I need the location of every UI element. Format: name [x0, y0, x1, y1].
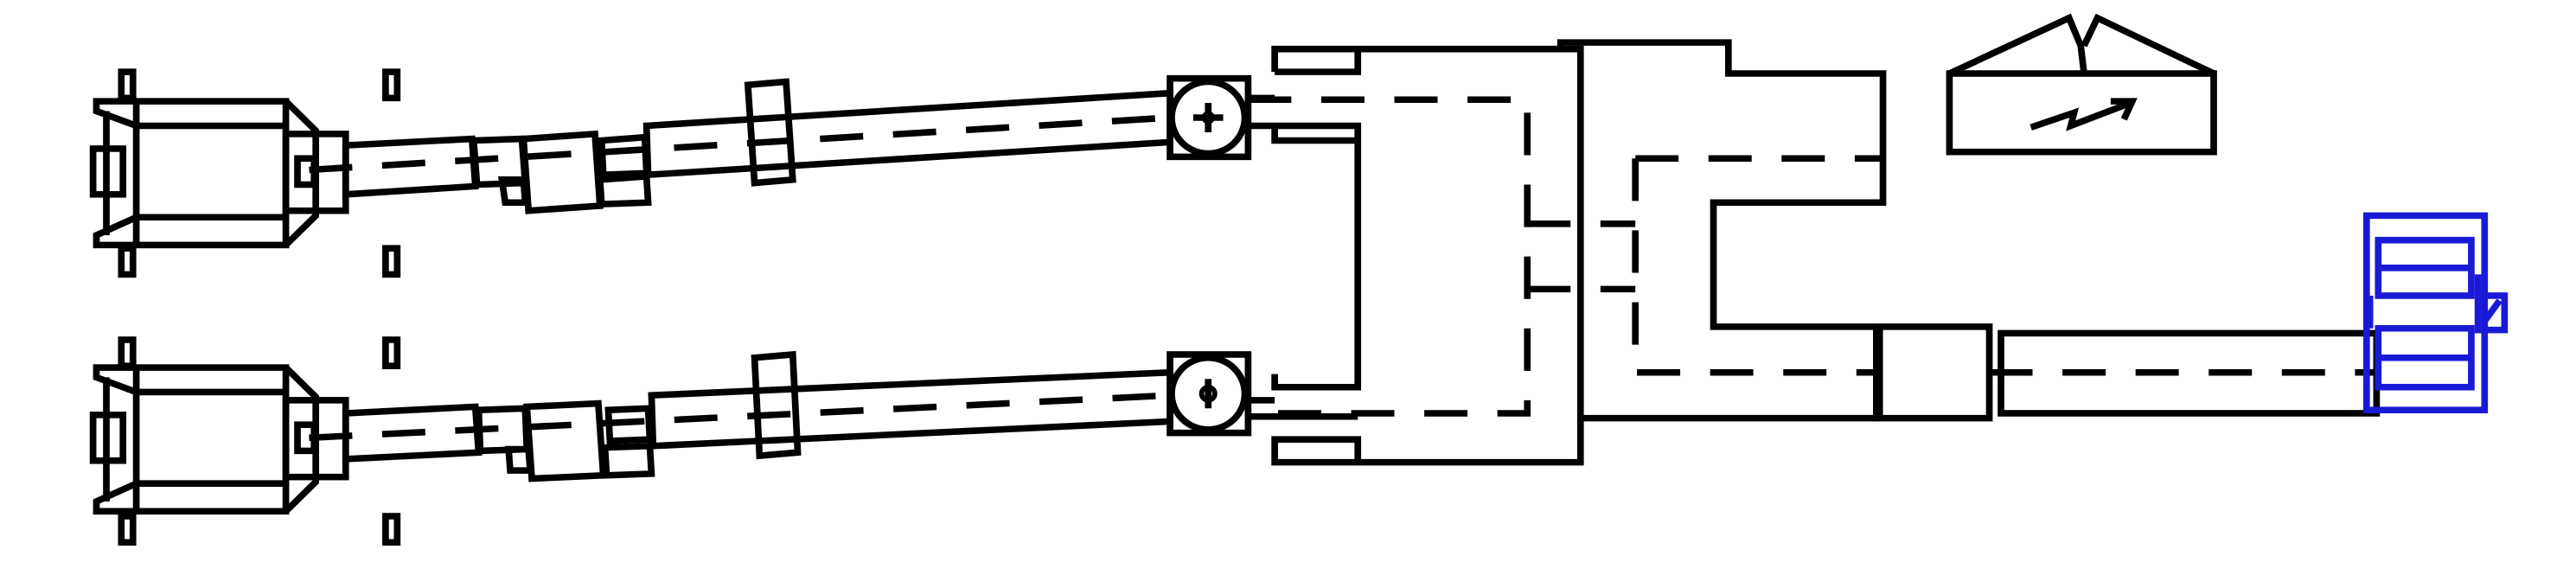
lower-mounting-feet [118, 336, 401, 546]
circle-phi-icon [1199, 384, 1218, 403]
manifold-frame [1248, 45, 1636, 466]
lower-pump [1167, 351, 1252, 437]
highlighted-gear-component [2362, 212, 2509, 413]
lower-drive-train [89, 336, 1252, 546]
upper-drive-train [89, 68, 1252, 278]
circle-cross-icon [1201, 111, 1215, 125]
lightning-arrow-icon [2029, 98, 2138, 131]
lower-motor [89, 364, 349, 515]
upper-mounting-feet [118, 68, 401, 278]
upper-motor [89, 98, 349, 249]
electrical-control-box [1946, 13, 2217, 156]
stepped-block [1556, 39, 1887, 422]
upper-coupling [1167, 74, 1252, 161]
output-shaft [1873, 323, 2381, 422]
upper-shaft-assembly [342, 78, 1173, 214]
